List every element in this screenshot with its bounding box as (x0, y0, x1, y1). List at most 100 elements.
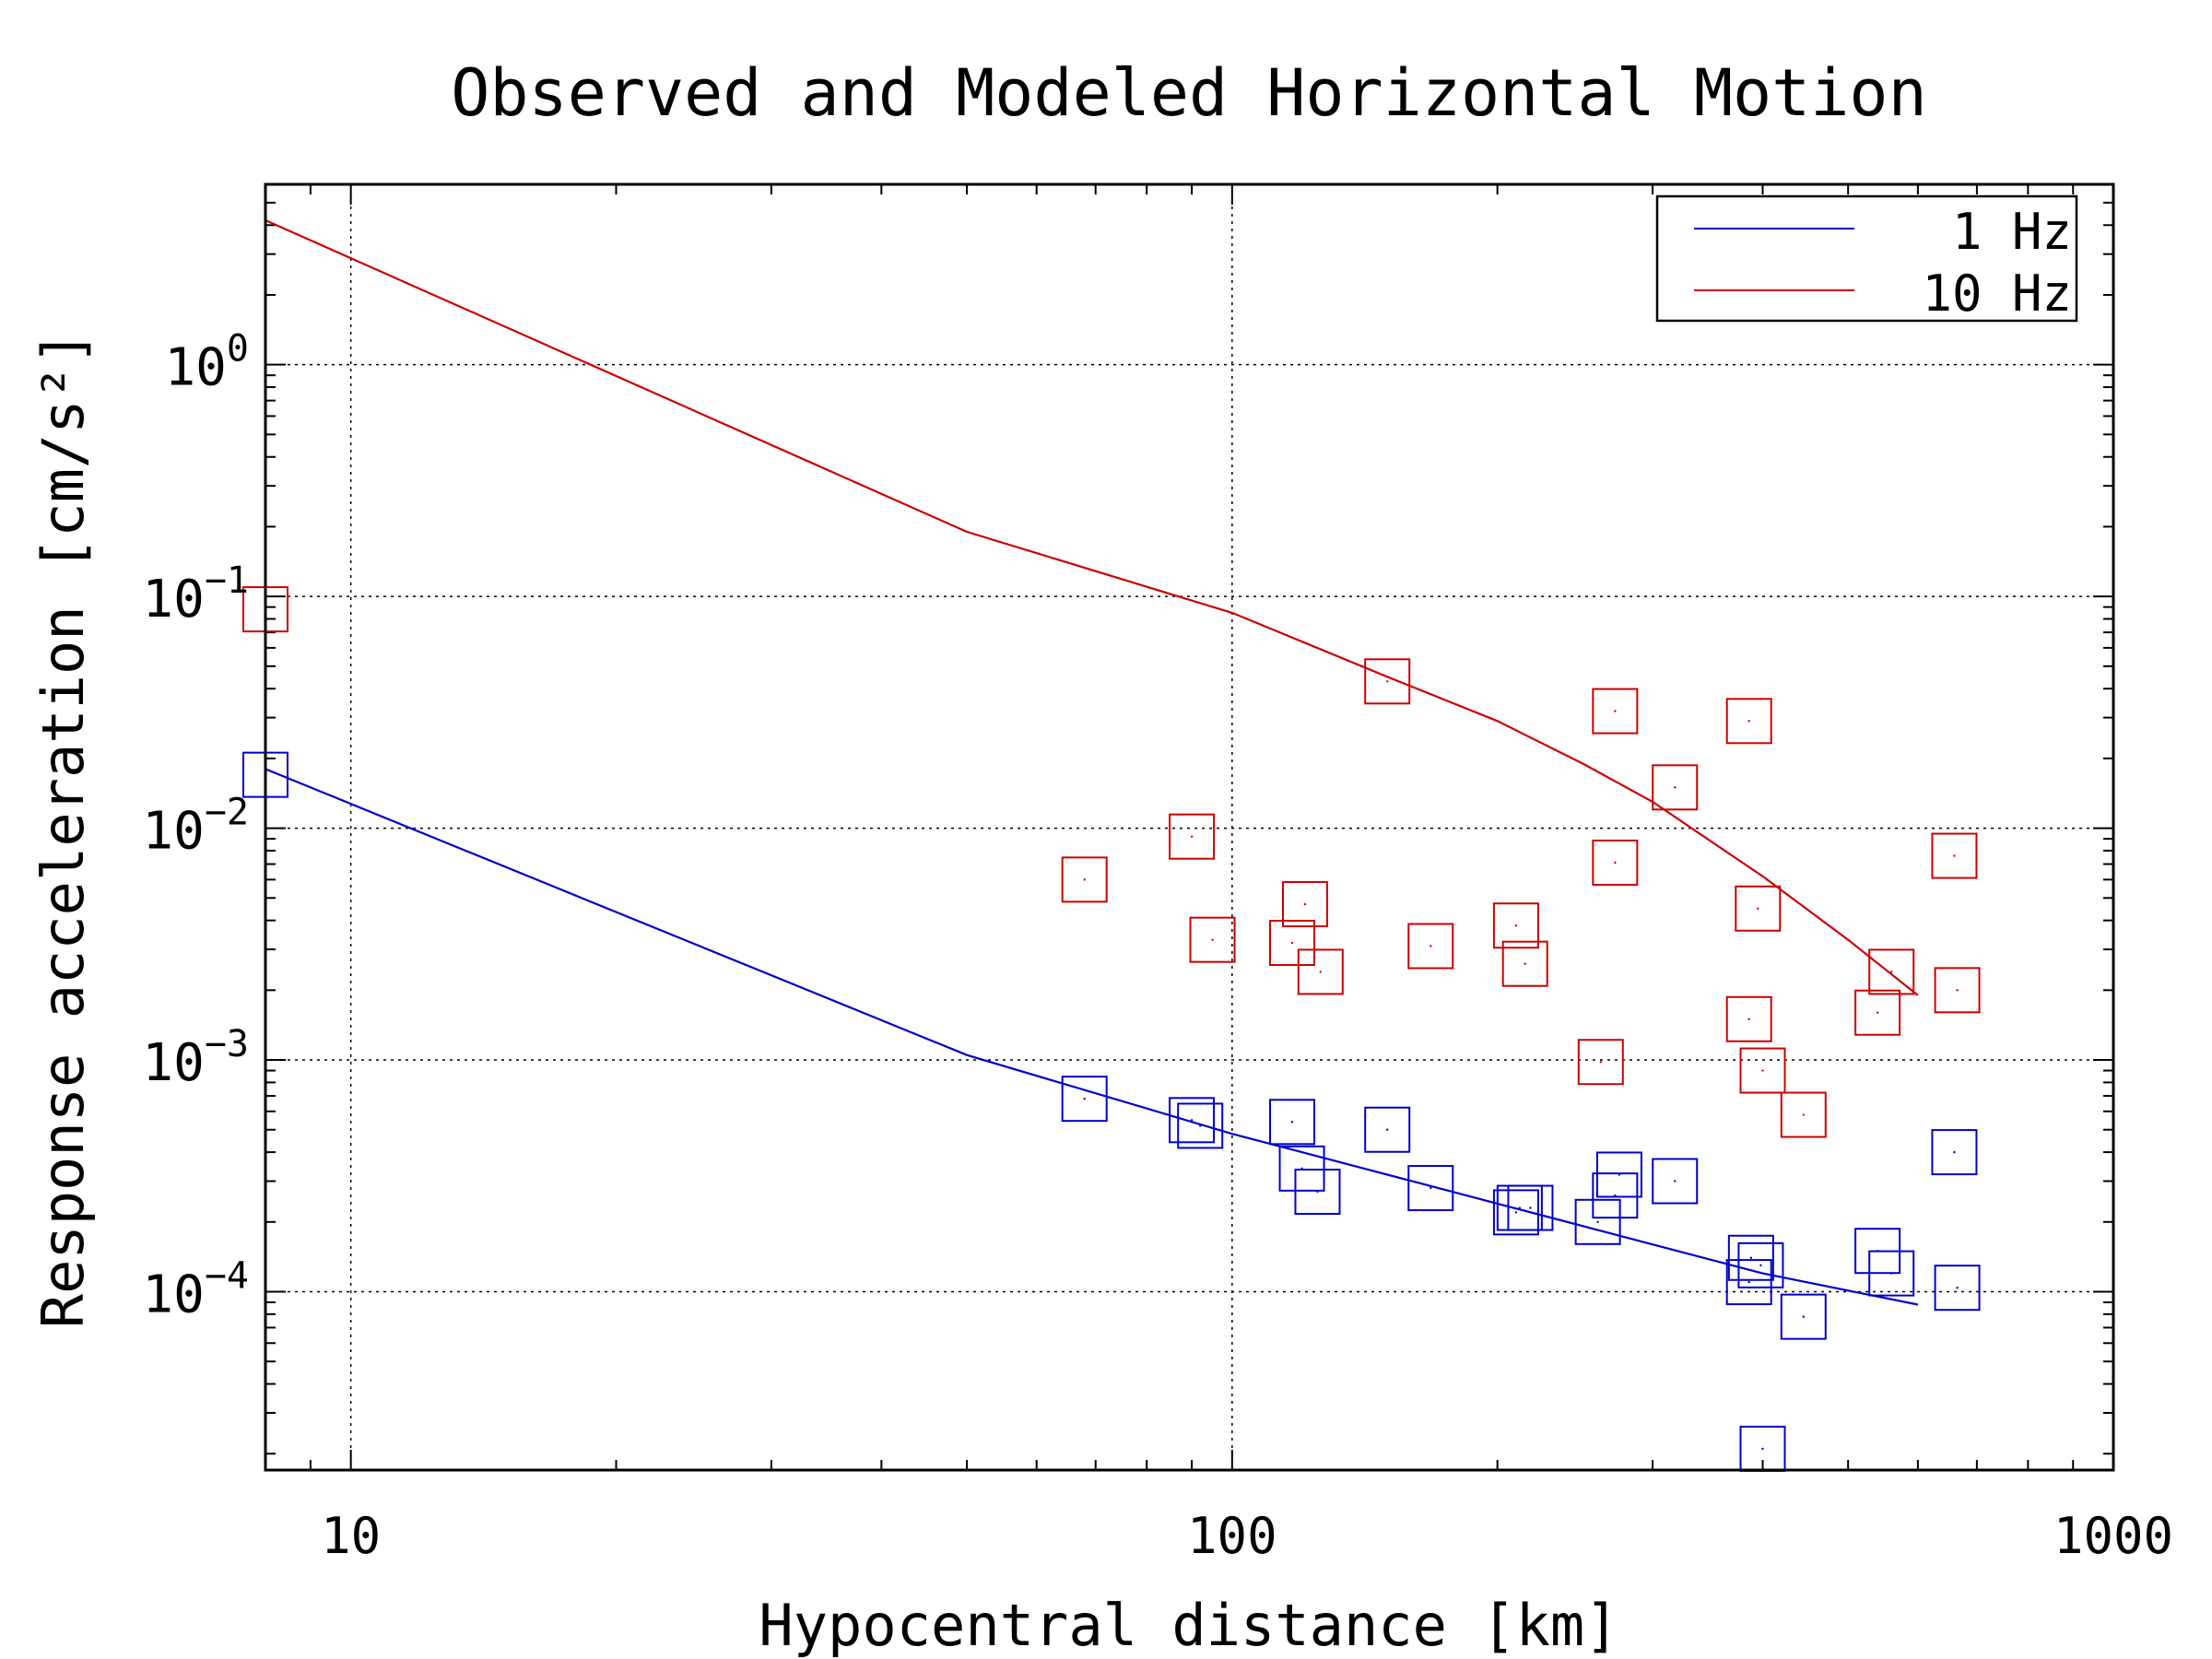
observed-point-10hz (1931, 832, 1978, 879)
chart-title: Observed and Modeled Horizontal Motion (451, 55, 1926, 131)
y-tick-label: 100 (164, 328, 249, 398)
observed-point-10hz (1725, 995, 1772, 1042)
grid (265, 184, 2113, 1470)
observed-point-center-10hz (1876, 1011, 1879, 1014)
observed-point-center-10hz (1761, 1069, 1764, 1072)
observed-point-10hz (1739, 1047, 1786, 1094)
y-tick-label-base: 10 (142, 1033, 204, 1093)
observed-point-center-1hz (1802, 1315, 1805, 1318)
observed-point-center-1hz (1953, 1150, 1956, 1154)
y-tick-label-exponent: −4 (205, 1254, 249, 1297)
observed-point-center-10hz (1747, 720, 1750, 723)
observed-point-10hz (1780, 1091, 1827, 1138)
legend-label-1hz: 1 Hz (1952, 203, 2072, 261)
observed-point-center-1hz (1747, 1280, 1750, 1284)
observed-point-center-10hz (1319, 971, 1323, 973)
series-layer (242, 218, 1981, 1472)
y-tick-label: 10−4 (142, 1254, 249, 1324)
observed-point-center-10hz (1614, 710, 1617, 712)
observed-point-10hz (1501, 940, 1548, 987)
observed-point-center-1hz (1316, 1190, 1319, 1194)
observed-point-1hz (1278, 1145, 1325, 1192)
observed-point-1hz (1169, 1097, 1216, 1144)
observed-point-1hz (1574, 1198, 1621, 1245)
observed-point-10hz (1492, 902, 1539, 949)
minor-ticks (265, 184, 2114, 1470)
model-line-1hz (265, 768, 1919, 1306)
model-line-10hz (265, 218, 1919, 996)
observed-point-1hz (1652, 1158, 1699, 1205)
observed-point-10hz (1577, 1039, 1624, 1086)
observed-point-1hz (1407, 1165, 1454, 1212)
observed-point-center-1hz (1761, 1447, 1764, 1451)
observed-point-center-10hz (1386, 680, 1389, 683)
observed-point-center-1hz (1518, 1206, 1522, 1209)
observed-point-10hz (1297, 948, 1344, 995)
y-axis-label: Response acceleration [cm/s²] (29, 331, 97, 1329)
y-tick-label-exponent: 0 (227, 328, 249, 371)
observed-point-center-10hz (1890, 971, 1893, 973)
observed-point-1hz (1061, 1076, 1108, 1123)
y-tick-label: 10−2 (142, 792, 249, 862)
observed-point-center-10hz (1747, 1018, 1750, 1020)
plot-frame (264, 182, 2115, 1472)
observed-point-center-10hz (1514, 924, 1518, 927)
observed-point-10hz (1407, 923, 1454, 970)
observed-point-10hz (1189, 916, 1236, 963)
observed-point-center-1hz (1083, 1097, 1086, 1100)
observed-point-center-10hz (1190, 835, 1194, 838)
x-tick-label: 100 (1187, 1507, 1277, 1565)
observed-point-10hz (1281, 881, 1328, 928)
observed-point-center-10hz (1956, 989, 1959, 992)
observed-point-10hz (1061, 856, 1108, 903)
observed-point-center-1hz (1749, 1256, 1753, 1259)
observed-point-1hz (1294, 1169, 1341, 1216)
y-tick-label: 10−1 (142, 559, 249, 629)
observed-point-center-10hz (1953, 854, 1956, 857)
observed-point-center-1hz (1529, 1206, 1532, 1209)
observed-point-1hz (1592, 1172, 1639, 1219)
observed-point-10hz (1169, 813, 1216, 860)
observed-point-center-10hz (1802, 1113, 1805, 1116)
legend: 1 Hz 10 Hz (1655, 194, 2078, 323)
observed-point-10hz (1592, 839, 1639, 886)
observed-point-center-1hz (1290, 1121, 1294, 1124)
observed-point-center-10hz (1303, 902, 1307, 906)
observed-point-center-1hz (1956, 1287, 1959, 1289)
x-tick-label: 10 (321, 1507, 381, 1565)
observed-point-10hz (1269, 920, 1316, 967)
y-tick-label-exponent: −2 (205, 792, 249, 834)
y-tick-label-base: 10 (142, 1265, 204, 1324)
observed-point-center-1hz (1674, 1180, 1677, 1182)
observed-point-1hz (1492, 1189, 1539, 1236)
observed-point-10hz (1868, 948, 1915, 995)
observed-point-1hz (1177, 1102, 1224, 1149)
observed-point-center-1hz (1618, 1173, 1621, 1176)
y-tick-label-exponent: −3 (205, 1023, 249, 1065)
observed-point-center-10hz (1614, 861, 1617, 865)
observed-point-center-10hz (1083, 878, 1086, 881)
observed-point-10hz (1854, 989, 1901, 1036)
x-tick-labels: 10 100 1000 (321, 1507, 2173, 1565)
series-10hz (242, 218, 1981, 1138)
observed-point-10hz (1735, 885, 1782, 932)
observed-point-center-10hz (1524, 962, 1526, 965)
observed-point-1hz (1780, 1293, 1827, 1340)
observed-point-center-10hz (1757, 907, 1759, 910)
observed-point-10hz (1652, 764, 1699, 811)
observed-point-center-1hz (1890, 1272, 1893, 1275)
observed-point-1hz (1269, 1099, 1316, 1146)
y-tick-label-base: 10 (142, 802, 204, 862)
observed-point-1hz (1737, 1241, 1784, 1288)
observed-point-center-10hz (1674, 786, 1677, 789)
observed-point-10hz (1592, 688, 1639, 735)
observed-point-1hz (1725, 1259, 1772, 1306)
observed-point-center-1hz (1514, 1211, 1518, 1214)
observed-point-1hz (1507, 1184, 1554, 1231)
observed-point-1hz (1364, 1106, 1411, 1153)
observed-point-center-1hz (1199, 1124, 1202, 1127)
observed-point-center-10hz (1211, 938, 1214, 941)
observed-point-center-10hz (1430, 945, 1432, 947)
